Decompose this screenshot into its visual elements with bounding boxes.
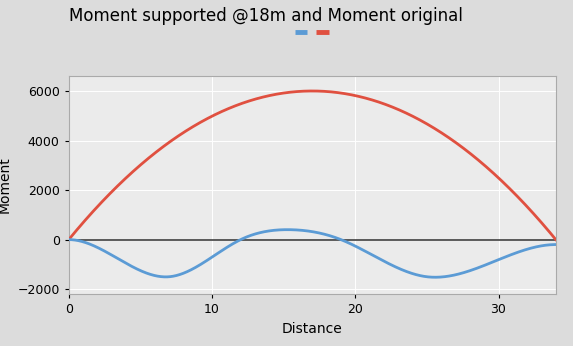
Y-axis label: Moment: Moment (0, 157, 12, 213)
Legend: , : , (290, 21, 335, 44)
X-axis label: Distance: Distance (282, 322, 343, 336)
Text: Moment supported @18m and Moment original: Moment supported @18m and Moment origina… (69, 7, 462, 25)
